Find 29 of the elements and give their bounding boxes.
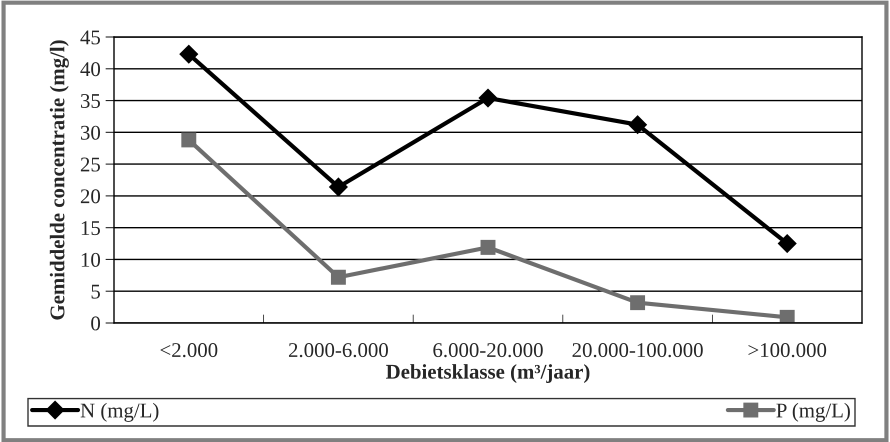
point <box>778 234 797 253</box>
point <box>181 132 196 148</box>
x-tick-label: 2.000-6.000 <box>288 343 388 358</box>
point <box>330 270 346 285</box>
y-tick-label: 10 <box>82 252 100 267</box>
y-tick-label: 45 <box>80 30 100 44</box>
x-tick-label: >100.000 <box>748 343 826 358</box>
y-tick-label: 5 <box>92 284 100 299</box>
y-tick-label: 30 <box>80 126 100 140</box>
x-axis-title: Debietsklasse (m³/jaar) <box>386 364 590 384</box>
y-tick-label: 35 <box>80 94 100 108</box>
point <box>179 44 198 64</box>
y-axis-title: Gemiddelde concentratie (mg/l) <box>50 40 69 320</box>
point <box>329 178 348 196</box>
x-tick-label: 20.000-100.000 <box>572 343 703 358</box>
legend-label: N (mg/L) <box>80 402 158 422</box>
point <box>478 88 498 108</box>
x-tick-label: <2.000 <box>160 343 218 358</box>
point <box>630 295 646 310</box>
point <box>480 240 496 255</box>
legend-label: P (mg/L) <box>776 402 850 422</box>
point <box>628 115 647 134</box>
y-tick-label: 0 <box>91 316 100 330</box>
x-tick-label: 6.000-20.000 <box>433 343 543 358</box>
y-tick-label: 25 <box>80 158 100 172</box>
y-tick-label: 40 <box>80 62 100 76</box>
y-tick-label: 15 <box>82 221 100 236</box>
point <box>780 310 795 323</box>
y-tick-label: 20 <box>80 189 100 204</box>
